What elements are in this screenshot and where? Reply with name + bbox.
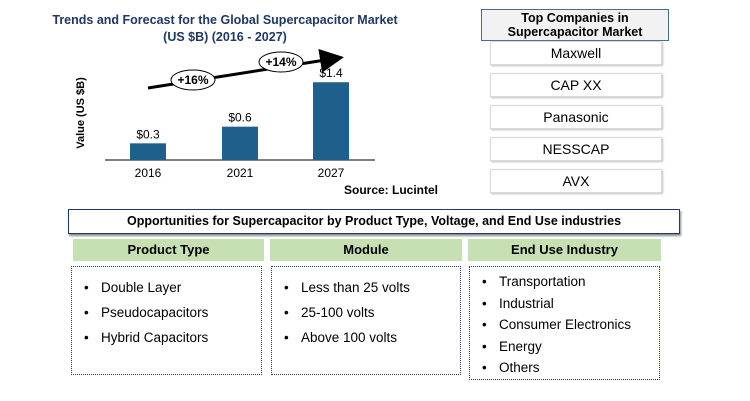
- list-item: Above 100 volts: [272, 325, 460, 350]
- column-header-product-type: Product Type: [73, 239, 264, 261]
- company-item: Maxwell: [490, 41, 662, 65]
- list-item: Less than 25 volts: [272, 275, 460, 300]
- column-header-module: Module: [270, 239, 462, 261]
- company-item: AVX: [490, 169, 662, 193]
- source-note: Source: Lucintel: [343, 183, 438, 197]
- bar-2021: [222, 126, 258, 160]
- company-item: NESSCAP: [490, 137, 662, 161]
- growth-label: +16%: [177, 73, 208, 87]
- data-label: $0.6: [228, 111, 252, 125]
- list-item: Transportation: [470, 271, 659, 293]
- companies-title: Top Companies in Supercapacitor Market: [481, 9, 669, 41]
- list-item: Hybrid Capacitors: [72, 325, 261, 350]
- opportunities-title: Opportunities for Supercapacitor by Prod…: [68, 209, 680, 234]
- growth-label-bubble: [170, 69, 216, 91]
- data-label: $0.3: [136, 127, 160, 141]
- chart-title: Trends and Forecast for the Global Super…: [52, 13, 398, 44]
- end-use-box: Transportation Industrial Consumer Elect…: [469, 266, 660, 380]
- x-tick-label: 2027: [318, 166, 345, 180]
- module-box: Less than 25 volts 25-100 volts Above 10…: [271, 266, 461, 375]
- column-header-end-use: End Use Industry: [468, 239, 661, 261]
- company-item: CAP XX: [490, 73, 662, 97]
- x-tick-label: 2016: [135, 166, 162, 180]
- list-item: Others: [470, 357, 659, 379]
- bar-2027: [313, 82, 349, 160]
- company-item: Panasonic: [490, 105, 662, 129]
- list-item: Industrial: [470, 293, 659, 315]
- bar-2016: [130, 143, 166, 160]
- list-item: Double Layer: [72, 275, 261, 300]
- data-label: $1.4: [319, 66, 343, 80]
- list-item: 25-100 volts: [272, 300, 460, 325]
- growth-label-bubble: [258, 51, 304, 73]
- list-item: Pseudocapacitors: [72, 300, 261, 325]
- list-item: Consumer Electronics: [470, 314, 659, 336]
- bar-chart: Value (US $B) $0.3 2016 $0.6 2021 $1.4 2027 +…: [75, 48, 375, 180]
- y-axis-label: Value (US $B): [75, 77, 87, 149]
- growth-label: +14%: [265, 55, 296, 69]
- x-tick-label: 2021: [227, 166, 254, 180]
- list-item: Energy: [470, 336, 659, 358]
- product-type-box: Double Layer Pseudocapacitors Hybrid Cap…: [71, 266, 262, 375]
